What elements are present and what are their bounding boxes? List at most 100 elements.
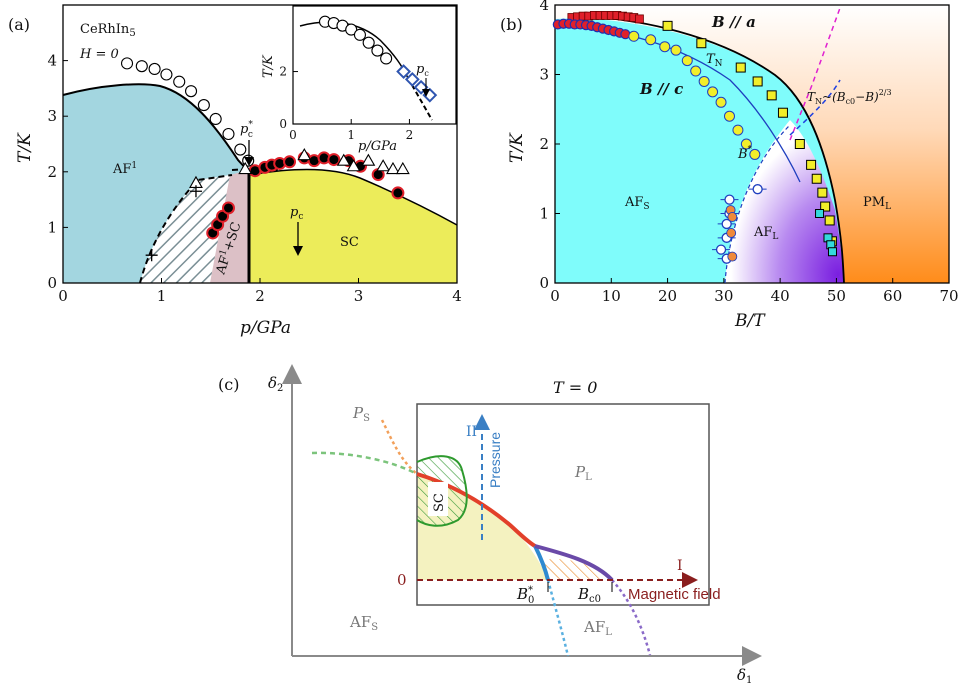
- delta1-label: δ1: [737, 666, 752, 686]
- ps-label: PS: [352, 404, 370, 424]
- b-yellow-circle-point: [715, 96, 727, 108]
- b-yellow-circle-point: [749, 148, 761, 160]
- a-open-triangle-point: [395, 161, 410, 175]
- b-yellow-square-point: [824, 215, 835, 226]
- inset-open-circle-point: [380, 52, 393, 65]
- afs-label-c: AFS: [349, 613, 378, 633]
- b-xtick-label: 20: [658, 287, 677, 305]
- a-open-triangle-point: [361, 153, 376, 166]
- b-parallel-a-label: B // a: [711, 13, 756, 31]
- b-orange-circle-point: [727, 251, 738, 262]
- inset-open-diamond-blue-point: [396, 64, 412, 79]
- b-xtick-label: 70: [939, 287, 958, 305]
- a-open-circle-point: [160, 68, 173, 81]
- tn-boundary-a: [62, 83, 250, 173]
- inset-pc-arrowhead: [422, 89, 430, 97]
- inset-xtick-label: 0: [289, 128, 297, 142]
- inset-frame: [292, 5, 457, 125]
- b-yellow-square-point: [811, 173, 822, 184]
- sc-boundary-a: [248, 168, 458, 226]
- b-open-circle-blue-point: [721, 218, 732, 230]
- b-yellow-circle-point: [698, 75, 710, 87]
- a-ytick-label: 0: [47, 274, 57, 292]
- b-open-circle-blue-point: [752, 184, 763, 195]
- b-red-square-point: [635, 14, 644, 24]
- b-ytick-label: 3: [539, 66, 549, 84]
- b-yellow-square-point: [766, 90, 777, 101]
- inset-open-circle-point: [371, 44, 384, 57]
- inset-ylabel: T/K: [261, 54, 276, 78]
- a-ytick-label: 2: [47, 163, 57, 181]
- b-yellow-square-point: [806, 159, 817, 170]
- a-open-triangle-point: [346, 159, 361, 172]
- inset-xtick-label: 1: [347, 128, 355, 142]
- ps-dashed-orange: [380, 419, 418, 475]
- afs-label-b: AFS: [624, 195, 650, 212]
- panel-a-regions: [63, 84, 457, 283]
- panel-a-markers: [120, 57, 410, 262]
- b-yellow-square-point: [820, 201, 831, 212]
- scaling-label: TN~(Bc0−B)2/3: [807, 88, 892, 106]
- tn-label-b: TN: [706, 52, 723, 69]
- a-ytick-label: 1: [47, 218, 57, 236]
- zero-label: 0: [397, 571, 407, 589]
- purple-boundary: [534, 544, 614, 582]
- sc-dome: [416, 455, 468, 527]
- a-open-circle-point: [148, 62, 161, 75]
- inset-ticks: 0 1 2 0 2: [279, 65, 413, 142]
- a-xtick-label: 0: [58, 287, 68, 305]
- tn-boundary-b: [575, 15, 845, 284]
- pressure-label: Pressure: [487, 432, 503, 488]
- delta2-label: δ2: [268, 374, 283, 394]
- pc-star-label: p* c: [240, 120, 253, 140]
- panel-a-label: (a): [8, 15, 30, 34]
- b-xtick-label: 10: [602, 287, 621, 305]
- b-yellow-circle-point: [723, 110, 735, 122]
- panel-c-label: (c): [218, 375, 239, 394]
- pl-label: PL: [574, 463, 592, 483]
- panel-b-ylabel: T/K: [507, 132, 527, 163]
- purple-dashed: [611, 579, 652, 656]
- blue-dashed: [546, 579, 570, 657]
- b-ytick-label: 1: [539, 205, 549, 223]
- a-filled-circle-red-point: [221, 201, 235, 215]
- roman-2-label: II: [466, 424, 477, 440]
- pml-label-b: PML: [863, 195, 891, 212]
- panel-c-box: [416, 403, 710, 606]
- inset-xtick-label: 2: [406, 128, 414, 142]
- panel-a-inset: 0 1 2 0 2 p/GPa T/K pc: [261, 5, 457, 154]
- a-filled-circle-red-point: [327, 153, 341, 167]
- a-xtick-label: 2: [255, 287, 265, 305]
- b-yellow-square-point: [696, 38, 707, 49]
- b-open-circle-blue-point: [724, 194, 735, 205]
- afl-label-b: AFL: [753, 225, 778, 242]
- sc-label-bg: [428, 482, 448, 516]
- b-yellow-square-point: [777, 107, 788, 118]
- a-open-triangle-point: [386, 161, 400, 175]
- panel-c: (c) T = 0 δ2 δ1 PS PL: [218, 364, 762, 686]
- b-xtick-label: 40: [771, 287, 790, 305]
- a-open-triangle-point: [336, 153, 351, 166]
- b-parallel-c-label: B // c: [639, 80, 683, 98]
- b-xtick-label: 60: [883, 287, 902, 305]
- inset-pc-label: pc: [416, 62, 429, 78]
- b-yellow-square-point: [794, 139, 805, 149]
- b-yellow-circle-point: [670, 44, 682, 56]
- b-yellow-circle-point: [732, 124, 744, 136]
- sc-label-c: SC: [432, 493, 447, 512]
- roman-1-label: I: [677, 558, 683, 574]
- inset-open-circle-point: [353, 28, 366, 41]
- panel-b: 0 10 20 30 40 50 60 70 0 1 2 3 4 (b) B // a B // c T…: [500, 0, 959, 331]
- b-yellow-circle-point: [659, 41, 671, 53]
- magnetic-field-label: Magnetic field: [628, 586, 721, 603]
- bstar-dashed-b: [724, 124, 791, 284]
- af-sc-hatch: [140, 175, 230, 283]
- magenta-dashed-b: [789, 7, 841, 141]
- a-open-triangle-point: [376, 159, 391, 172]
- a-open-circle-point: [185, 85, 198, 98]
- a-filled-circle-red-point: [283, 155, 297, 169]
- pc-arrowhead-a: [293, 246, 303, 256]
- a-plus-point: [189, 185, 202, 198]
- field-label: H = 0: [79, 47, 119, 62]
